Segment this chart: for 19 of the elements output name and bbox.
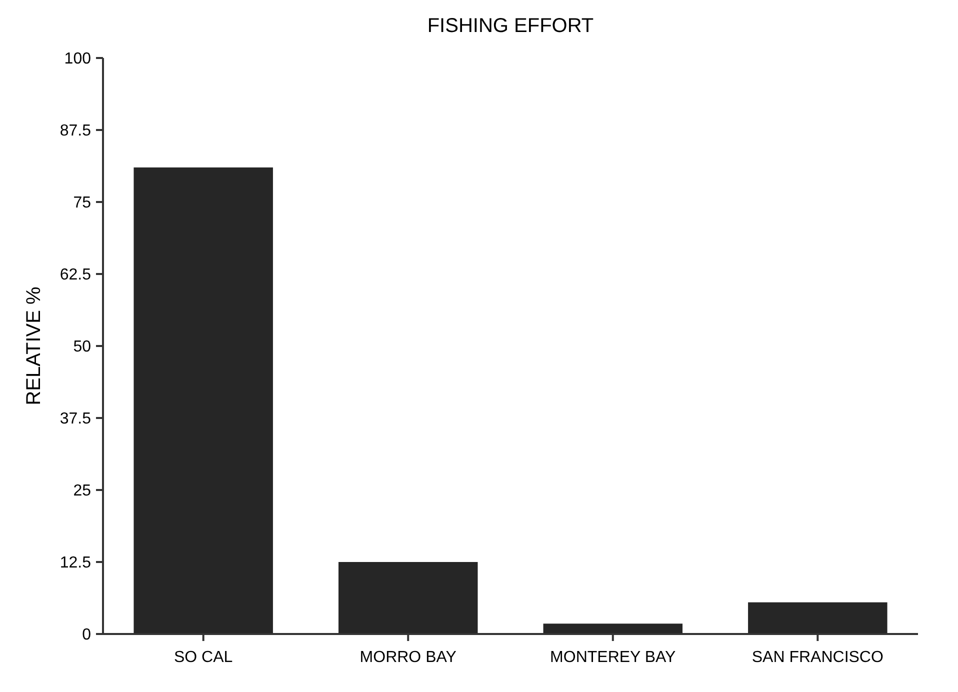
y-tick-label: 37.5 [60,410,92,428]
x-tick-label: SAN FRANCISCO [752,649,884,666]
y-tick-label: 0 [82,626,92,644]
y-tick-label: 25 [73,482,92,500]
x-tick-label: SO CAL [174,649,233,666]
y-tick-label: 75 [73,194,92,212]
bar [134,167,273,634]
chart-title: FISHING EFFORT [427,15,594,37]
y-tick-label: 100 [64,50,92,68]
bar [338,562,478,634]
y-tick-label: 50 [73,338,92,356]
bar [543,624,683,634]
y-tick-label: 12.5 [60,554,92,572]
x-tick-label: MONTEREY BAY [550,649,676,666]
y-tick-label: 62.5 [60,266,92,284]
bar [748,602,888,634]
y-tick-label: 87.5 [60,122,92,140]
y-axis-title: RELATIVE % [23,286,45,406]
x-tick-label: MORRO BAY [360,649,457,666]
